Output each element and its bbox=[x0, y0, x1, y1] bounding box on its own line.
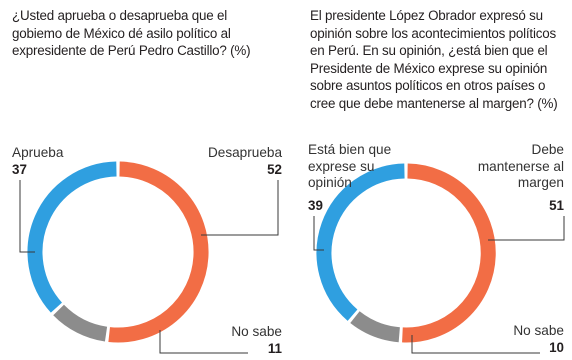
slice-value-desaprueba: 52 bbox=[267, 162, 282, 177]
leader-line-esta-bien bbox=[313, 216, 324, 251]
chart-title: ¿Usted aprueba o desaprueba que el gobie… bbox=[12, 8, 251, 59]
leader-line-no-sabe bbox=[411, 335, 540, 354]
arc-no-sabe bbox=[53, 304, 108, 342]
arc-desaprueba bbox=[108, 161, 209, 343]
slice-value-no-sabe: 11 bbox=[267, 341, 282, 356]
slice-label-al-margen: Debe mantenerse al margen bbox=[477, 142, 564, 190]
slice-label-no-sabe: No sabe bbox=[231, 324, 282, 339]
leader-line-no-sabe bbox=[159, 330, 248, 354]
slice-value-al-margen: 51 bbox=[549, 198, 564, 213]
slice-label-esta-bien: Está bien que exprese su opinión bbox=[308, 142, 392, 190]
slice-value-aprueba: 37 bbox=[12, 162, 27, 177]
slice-label-desaprueba: Desaprueba bbox=[207, 145, 282, 160]
slice-value-no-sabe: 10 bbox=[549, 340, 564, 355]
arc-al-margen bbox=[402, 163, 496, 343]
arc-esta-bien bbox=[316, 163, 405, 321]
chart-title: El presidente López Obrador expresó su o… bbox=[310, 8, 558, 111]
leader-line-aprueba bbox=[19, 180, 35, 253]
chart-panel-opinion: El presidente López Obrador expresó su o… bbox=[300, 0, 572, 360]
leader-line-desaprueba bbox=[201, 180, 279, 236]
slice-label-no-sabe: No sabe bbox=[513, 323, 564, 338]
donut-chart bbox=[19, 161, 279, 354]
arc-no-sabe bbox=[350, 311, 401, 343]
chart-panel-asylum: ¿Usted aprueba o desaprueba que el gobie… bbox=[12, 8, 282, 356]
slice-value-esta-bien: 39 bbox=[308, 198, 323, 213]
leader-line-al-margen bbox=[488, 216, 565, 241]
slice-label-aprueba: Aprueba bbox=[12, 145, 64, 160]
donut-chart bbox=[313, 163, 565, 354]
arc-aprueba bbox=[27, 161, 117, 313]
